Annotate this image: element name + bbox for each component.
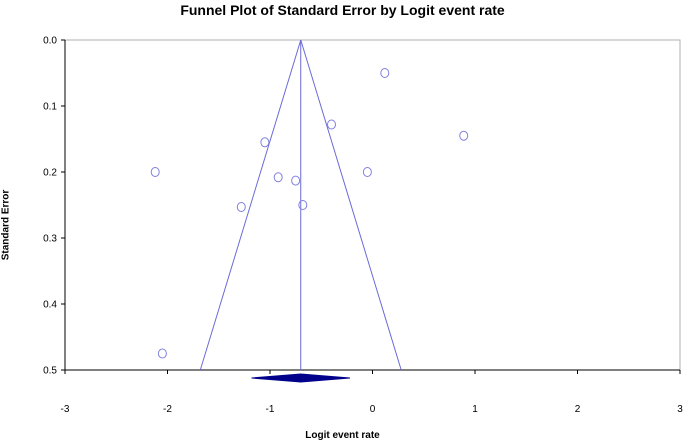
x-tick-label: 3: [677, 404, 683, 415]
x-tick-label: 0: [370, 404, 376, 415]
x-tick-label: -3: [61, 404, 70, 415]
x-axis-label: Logit event rate: [305, 430, 380, 441]
y-tick-label: 0.5: [43, 366, 57, 377]
funnel-left-line: [199, 39, 302, 371]
x-tick-label: -1: [266, 404, 275, 415]
study-point: [236, 201, 246, 212]
funnel-right-line: [300, 39, 402, 371]
study-point: [327, 119, 336, 130]
study-point: [298, 200, 308, 210]
plot-frame: [64, 39, 681, 371]
y-tick-label: 0.1: [43, 102, 57, 113]
y-tick-label: 0.0: [43, 36, 57, 47]
study-point: [273, 172, 283, 183]
study-point: [291, 175, 301, 186]
study-point: [362, 167, 372, 177]
summary-diamond: [251, 373, 350, 383]
chart-title: Funnel Plot of Standard Error by Logit e…: [180, 2, 505, 18]
study-point: [150, 167, 160, 177]
x-tick-label: -2: [163, 404, 172, 415]
y-tick-label: 0.2: [43, 168, 57, 179]
x-tick-label: 2: [575, 404, 581, 415]
study-point: [380, 68, 390, 78]
study-point: [157, 348, 167, 359]
y-tick-label: 0.3: [43, 234, 57, 245]
x-tick-label: 1: [472, 404, 478, 415]
y-tick-label: 0.4: [43, 300, 57, 311]
study-point: [260, 137, 270, 148]
study-point: [459, 130, 469, 141]
